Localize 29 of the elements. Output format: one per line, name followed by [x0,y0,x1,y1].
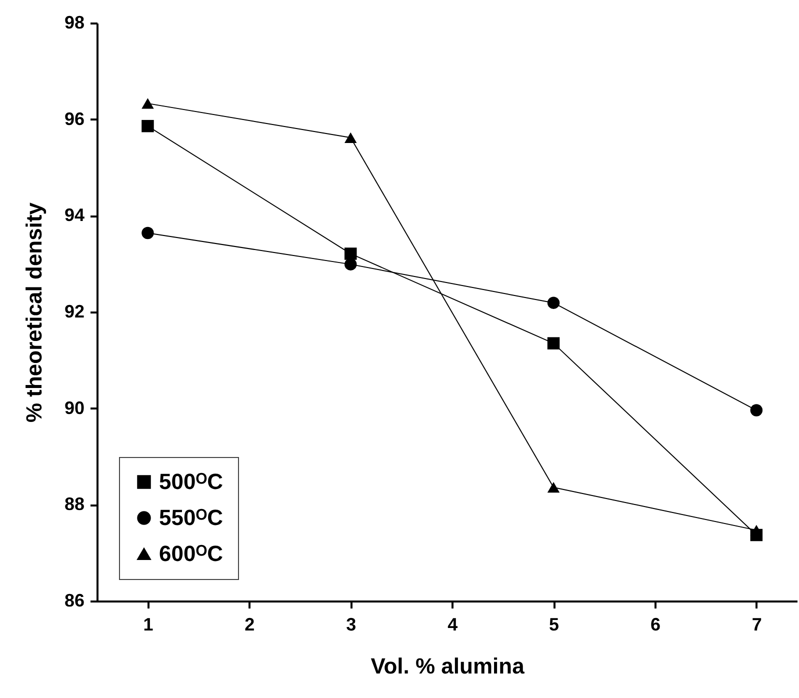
legend-label: 550ᴼC [159,505,224,530]
y-axis-title: % theoretical density [21,202,46,423]
point [344,258,357,270]
y-tick-label: 98 [64,12,84,32]
point [142,226,154,240]
point [750,404,763,416]
x-tick-label: 5 [549,614,560,634]
y-tick-label: 90 [64,398,84,418]
point [547,296,560,309]
x-tick-label: 1 [143,614,154,634]
point [142,98,154,109]
point [344,248,357,260]
x-axis-title: Vol. % alumina [370,654,526,678]
point [547,482,560,493]
x-tick-label: 7 [752,614,762,634]
x-tick-label: 2 [244,614,255,634]
point [142,120,154,132]
y-tick-label: 96 [64,108,84,129]
x-tick-label: 4 [448,614,458,634]
y-tick-label: 92 [64,302,84,322]
legend-label: 600ᴼC [159,541,224,566]
y-tick-label: 86 [64,590,84,610]
point [547,337,560,350]
y-tick-label: 88 [64,494,84,514]
x-tick-label: 6 [650,614,660,634]
legend-label: 500ᴼC [159,469,224,494]
y-tick-label: 94 [64,205,84,226]
x-tick-label: 3 [346,614,356,634]
point [344,132,357,143]
